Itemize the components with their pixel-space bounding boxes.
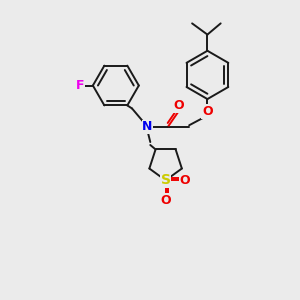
Text: O: O <box>202 105 213 118</box>
Text: F: F <box>76 79 85 92</box>
Text: O: O <box>174 99 184 112</box>
Text: O: O <box>179 174 190 187</box>
Text: S: S <box>160 173 171 187</box>
Text: N: N <box>142 120 152 133</box>
Text: O: O <box>160 194 171 207</box>
